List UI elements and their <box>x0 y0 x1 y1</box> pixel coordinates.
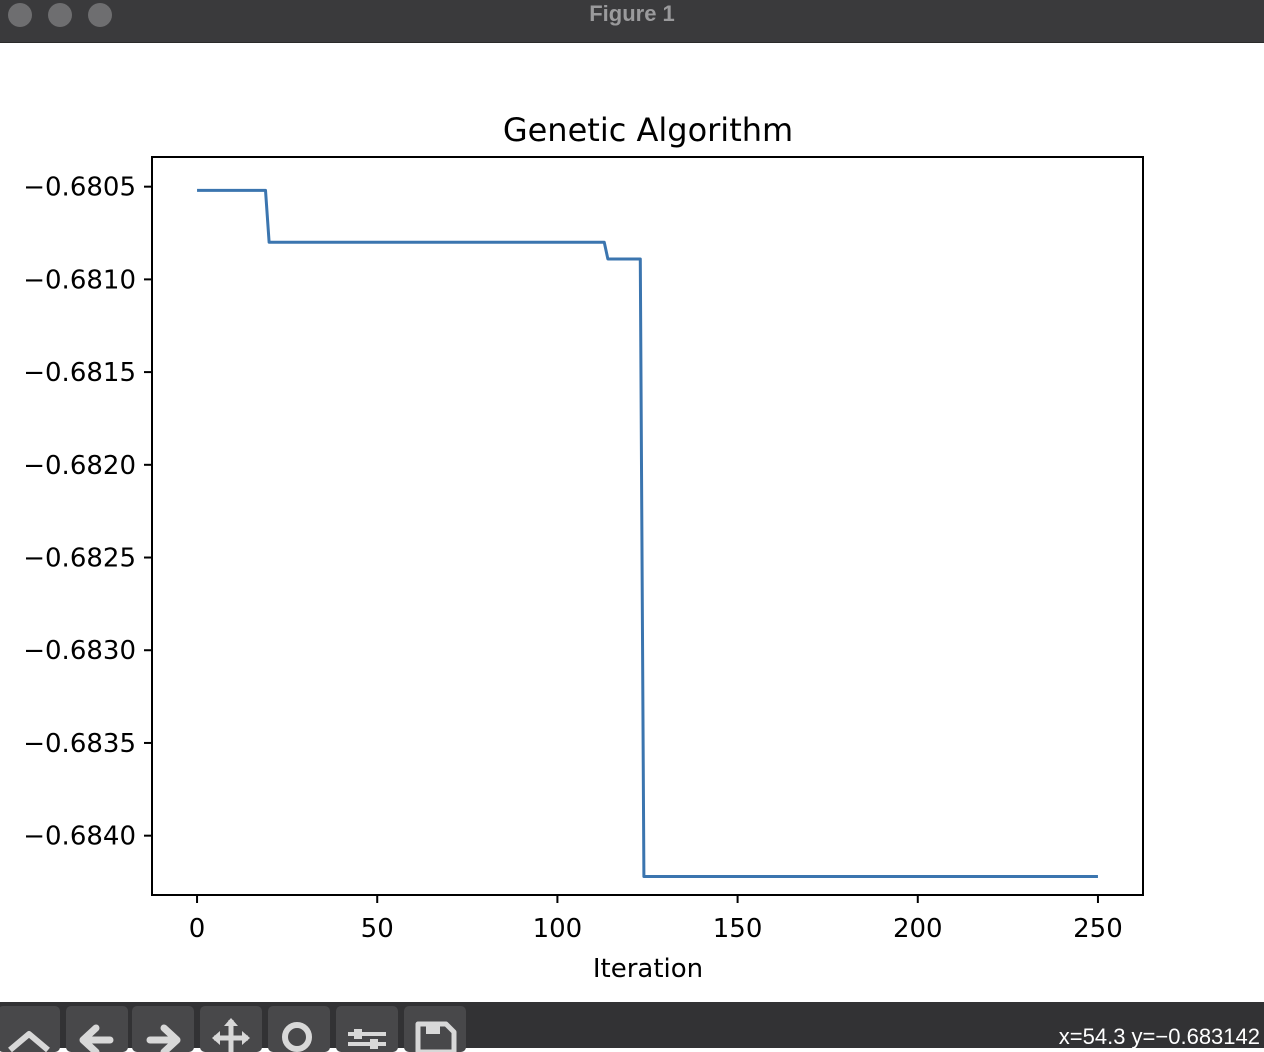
y-tick-label: −0.6820 <box>23 451 136 481</box>
y-tick-label: −0.6815 <box>23 358 136 388</box>
move-icon <box>212 1018 250 1052</box>
window-title: Figure 1 <box>589 1 675 26</box>
y-tick-label: −0.6810 <box>23 265 136 295</box>
y-tick-label: −0.6830 <box>23 636 136 666</box>
close-window-button[interactable] <box>8 3 32 27</box>
chart-title: Genetic Algorithm <box>503 111 793 149</box>
y-tick-label: −0.6840 <box>23 822 136 852</box>
x-tick-label: 200 <box>893 914 943 944</box>
back-button[interactable] <box>66 1006 128 1052</box>
figure-canvas[interactable]: Genetic Algorithm 0 50 100 150 200 250 −0.6805… <box>0 43 1264 1002</box>
series-line-0 <box>197 188 1098 878</box>
x-tick-label: 250 <box>1073 914 1123 944</box>
cursor-coordinates: x=54.3 y=−0.683142 <box>1058 1024 1260 1049</box>
home-button[interactable] <box>0 1006 60 1052</box>
forward-button[interactable] <box>132 1006 194 1052</box>
floppy-icon <box>415 1021 457 1052</box>
home-icon <box>8 1031 50 1052</box>
window-titlebar: Figure 1 <box>0 0 1264 43</box>
zoom-button[interactable] <box>268 1006 330 1052</box>
y-tick-label: −0.6835 <box>23 729 136 759</box>
arrow-left-icon <box>79 1024 114 1052</box>
pan-button[interactable] <box>200 1006 262 1052</box>
navigation-toolbar <box>0 1002 1264 1052</box>
sliders-icon <box>348 1029 386 1049</box>
x-tick-label: 0 <box>189 914 206 944</box>
minimize-window-button[interactable] <box>48 3 72 27</box>
arrow-right-icon <box>146 1024 181 1052</box>
x-axis-label: Iteration <box>593 954 703 984</box>
y-tick-label: −0.6805 <box>23 173 136 203</box>
save-button[interactable] <box>404 1006 466 1052</box>
zoom-window-button[interactable] <box>88 3 112 27</box>
x-tick-label: 100 <box>533 914 583 944</box>
chart-svg: Genetic Algorithm 0 50 100 150 200 250 −0.6805… <box>23 111 1144 984</box>
magnifier-icon <box>282 1022 312 1052</box>
x-tick-label: 50 <box>361 914 394 944</box>
y-tick-label: −0.6825 <box>23 544 136 574</box>
configure-subplots-button[interactable] <box>336 1006 398 1052</box>
x-tick-label: 150 <box>713 914 763 944</box>
plot-frame <box>151 156 1144 896</box>
